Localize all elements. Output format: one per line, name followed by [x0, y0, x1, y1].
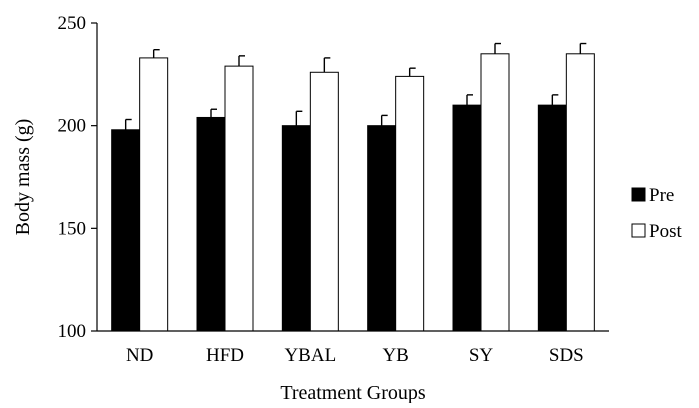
bars-layer: [111, 53, 595, 332]
y-tick-label: 200: [58, 116, 87, 137]
legend-label-pre: Pre: [649, 185, 674, 206]
y-axis-title: Body mass (g): [12, 119, 34, 236]
bar-pre-nd: [111, 129, 141, 332]
legend-swatch-pre: [631, 187, 646, 202]
bar-pre-yb: [367, 125, 397, 332]
bar-post-ybal: [309, 71, 339, 332]
legend-swatch-post: [631, 223, 646, 238]
x-tick-label: SY: [469, 345, 494, 366]
bar-pre-ybal: [281, 125, 311, 332]
bar-post-hfd: [224, 65, 254, 332]
x-tick-label: ND: [126, 345, 153, 366]
x-tick-label: YBAL: [284, 345, 336, 366]
bar-pre-hfd: [196, 116, 226, 332]
bar-post-nd: [139, 57, 169, 332]
legend: Pre Post: [631, 185, 682, 242]
y-ticks: 100 150 200 250: [58, 13, 97, 342]
bar-post-yb: [395, 75, 425, 332]
x-tick-label: YB: [382, 345, 408, 366]
bar-post-sds: [565, 53, 595, 332]
x-axis-title: Treatment Groups: [280, 382, 426, 403]
x-ticks: ND HFD YBAL YB SY SDS: [126, 345, 584, 366]
x-tick-label: SDS: [549, 345, 584, 366]
legend-label-post: Post: [649, 221, 682, 242]
error-bars-layer: [124, 42, 587, 130]
bar-pre-sy: [452, 104, 482, 332]
x-tick-label: HFD: [206, 345, 244, 366]
y-tick-label: 100: [58, 321, 87, 342]
y-tick-label: 150: [58, 218, 87, 239]
bar-pre-sds: [537, 104, 567, 332]
bar-post-sy: [480, 53, 510, 332]
y-tick-label: 250: [58, 13, 87, 34]
